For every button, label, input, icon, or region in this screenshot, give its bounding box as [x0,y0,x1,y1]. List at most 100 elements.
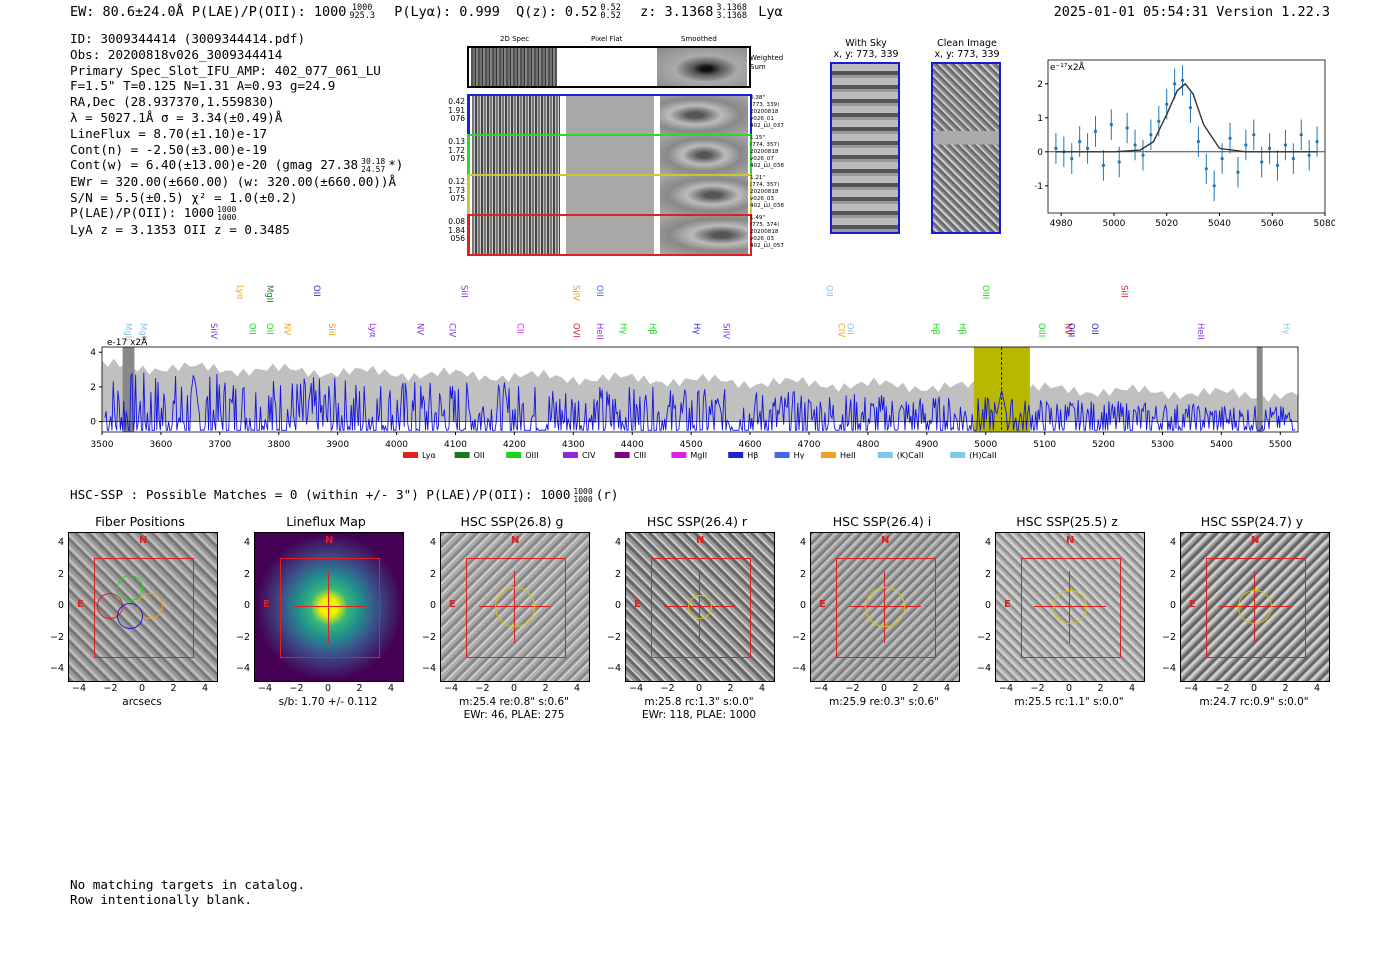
spec-meta: 402_LU_038 [750,203,784,209]
aperture-box [466,558,566,658]
xtick-label: 5040 [1208,219,1231,229]
xtick-label: 2 [542,683,549,694]
emission-line-label: Lyα [235,285,245,300]
xtick-label: −2 [660,683,675,694]
data-point [1157,119,1161,123]
xtick-label: 4500 [680,440,703,450]
footer-line-2: Row intentionally blank. [70,892,252,907]
spec-row-strip [467,134,752,176]
hsc-caption-2: EWr: 46, PLAE: 275 [463,709,565,721]
hsc-panel: HSC SSP(26.4) r N E 4 2 0 −2 −4 −4 −2 0 2 4 m:25.8 rc… [607,512,787,722]
north-label: N [1251,535,1260,546]
ytick-label: 2 [799,568,806,580]
xtick-label: −4 [443,683,458,694]
aperture-box [1206,558,1306,658]
ytick-label: 4 [799,537,806,548]
data-point [1070,157,1074,161]
emission-line-label: Hγ [691,323,701,334]
hsc-panel-title: HSC SSP(24.7) y [1200,514,1304,529]
ytick-label: 2 [57,568,64,580]
xtick-label: 0 [324,683,332,694]
xtick-label: −4 [257,683,272,694]
ytick-label: 2 [614,568,621,580]
data-point [1315,140,1319,144]
legend-label: (H)CaII [969,451,996,460]
ytick-label: 2 [429,568,436,580]
east-label: E [1004,599,1011,610]
emission-line-label: NV [282,323,292,335]
north-label: N [139,535,148,546]
spec-meta: 20200818 [750,109,779,115]
emission-line-label: SiII [1118,285,1128,298]
emission-line-label: CII [514,323,524,334]
spec-meta: 20200818 [750,229,779,235]
timestamp-version: 2025-01-01 05:54:31 Version 1.22.3 [1053,4,1330,20]
north-label: N [1066,535,1075,546]
xtick-label: 2 [912,683,919,694]
spec-stat: 056 [450,234,465,244]
spec-meta: v026_03 [750,236,774,242]
zoom-ylabel: e⁻¹⁷x2Å [1050,61,1086,73]
ytick-label: 2 [984,568,991,580]
xtick-label: 2 [170,683,177,694]
spec-meta: 1.15" [750,135,766,141]
xtick-label: −4 [998,683,1013,694]
xtick-label: 2 [727,683,734,694]
xtick-label: 3600 [149,440,172,450]
ytick-label: 0 [984,600,991,611]
xtick-label: −2 [103,683,118,694]
north-label: N [325,535,334,546]
xtick-label: 5060 [1261,219,1284,229]
ytick-label: −2 [607,631,622,643]
xtick-label: 0 [880,683,888,694]
ytick-label: −1 [1035,182,1043,192]
emission-line-label: Lyα [367,323,377,338]
ytick-label: 0 [57,600,64,611]
data-point [1228,136,1232,140]
spec-row-strip [467,94,752,136]
spec-meta: 402_LU_037 [750,123,784,129]
spec-meta: 402_LU_038 [750,163,784,169]
emission-line-label: Hγ [1280,323,1290,334]
emission-line-label: OII [594,285,604,297]
data-point [1117,160,1121,164]
fiber-circle [117,603,143,629]
ytick-label: 1 [1037,114,1043,124]
crosshair-h [293,606,365,607]
full-spectrum-plot: 4 2 0 3500 3600 3700 3800 3900 4000 4100 4200 4300 4… [90,285,1299,460]
legend-swatch [614,452,630,458]
emission-line-label: OIII [1065,323,1075,337]
data-point [1212,184,1216,188]
north-label: N [511,535,520,546]
hsc-caption: m:24.7 rc:0.9" s:0.0" [1199,696,1309,708]
ytick-label: 2 [1169,568,1176,580]
data-point [1291,157,1295,161]
spec-meta: (774, 357) [750,182,780,188]
spec-row-right-meta: 0.38" (773, 339) 20200818 v026_01 402_LU_037 [750,95,784,130]
xtick-label: 5100 [1033,440,1056,450]
spec-stat: 1.72 [448,145,465,155]
weighted-sum-label: Weighted Sum [750,54,784,71]
xtick-label: 0 [510,683,518,694]
emission-line-label: SiII [458,285,468,298]
with-sky-cutout: With Sky x, y: 773, 339 [830,38,902,234]
fiber-circle [117,575,143,601]
hsc-caption-2: EWr: 118, PLAE: 1000 [641,709,757,721]
hsc-panel-title: HSC SSP(26.4) i [832,514,932,529]
spec-row-right-meta: 1.21" (774, 357) 20200818 v026_03 402_LU_038 [750,175,784,210]
ytick-label: 0 [614,600,621,611]
xtick-label: 5020 [1155,219,1178,229]
data-point [1244,143,1248,147]
legend-swatch [403,452,418,458]
ytick-label: 0 [1037,148,1043,158]
ytick-label: 2 [90,383,96,393]
fit-line [1055,82,1318,153]
xtick-label: 4300 [562,440,585,450]
data-point [1275,163,1280,167]
east-label: E [77,599,84,610]
emission-line-label: HeII [1195,323,1205,340]
data-point [1196,140,1200,144]
ytick-label: 4 [1169,537,1176,548]
spec-meta: 20200818 [750,189,779,195]
